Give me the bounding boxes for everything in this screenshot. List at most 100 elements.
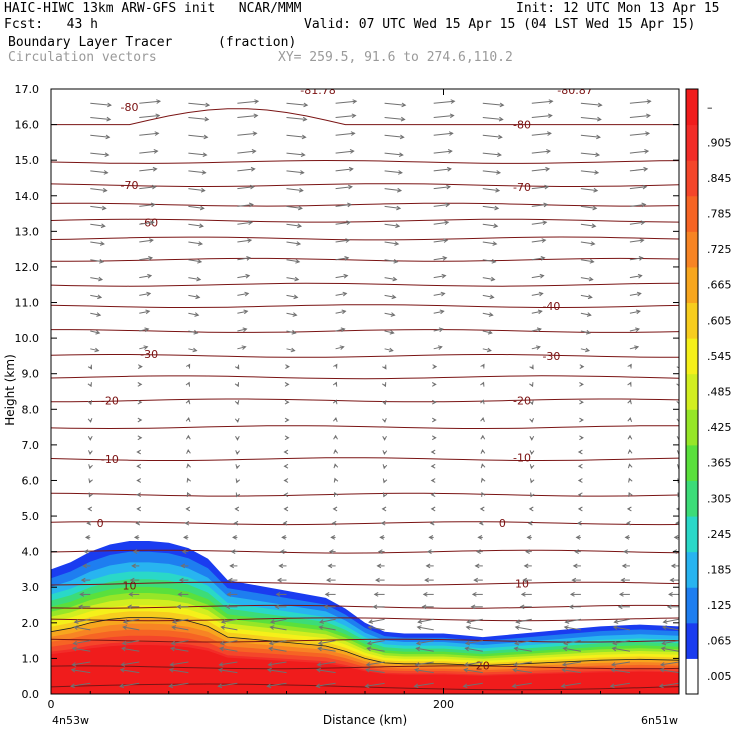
wind-vector: [83, 549, 91, 555]
wind-vector: [560, 682, 581, 689]
wind-vector: [335, 273, 349, 279]
wind-vector: [86, 520, 92, 526]
wind-vector: [188, 152, 208, 158]
y-tick-label: 5.0: [22, 510, 40, 523]
wind-vector: [84, 535, 91, 540]
wind-vector: [185, 416, 191, 422]
wind-vector: [529, 364, 534, 370]
wind-vector: [580, 347, 591, 353]
wind-vector: [676, 400, 679, 405]
wind-vector: [235, 435, 240, 441]
wind-vector: [285, 364, 290, 369]
wind-vector: [136, 492, 142, 498]
contour-label: 20: [476, 660, 490, 673]
colorbar-swatch: [686, 160, 698, 197]
wind-vector: [612, 625, 630, 631]
wind-vector: [365, 661, 385, 667]
wind-vector: [564, 618, 581, 624]
wind-vector: [139, 99, 162, 104]
wind-vector: [237, 309, 249, 315]
contour-line: [51, 329, 679, 333]
wind-vector: [477, 535, 483, 540]
wind-vector: [511, 682, 532, 689]
wind-vector: [237, 131, 258, 136]
wind-vector: [384, 223, 401, 229]
contour-label: 10: [123, 579, 137, 592]
wind-vector: [474, 563, 483, 569]
wind-vector: [433, 149, 453, 154]
wind-vector: [90, 116, 112, 122]
wind-vector: [580, 187, 599, 193]
wind-vector: [237, 99, 260, 104]
wind-vector: [327, 563, 336, 569]
y-tick-label: 15.0: [15, 154, 40, 167]
wind-vector: [139, 220, 155, 226]
contour-line: [51, 492, 679, 497]
wind-vector: [335, 113, 357, 119]
wind-vector: [562, 646, 581, 652]
wind-vector: [267, 661, 287, 667]
wind-vector: [131, 563, 140, 569]
wind-vector: [480, 434, 486, 440]
wind-vector: [232, 535, 238, 540]
wind-vector: [219, 646, 238, 652]
wind-vector: [230, 549, 238, 555]
wind-vector: [365, 667, 385, 674]
wind-vector: [120, 661, 140, 667]
wind-vector: [580, 134, 601, 140]
wind-vector: [88, 478, 93, 484]
wind-vector: [433, 220, 450, 226]
contour-line: [51, 398, 679, 403]
wind-vector: [168, 682, 189, 689]
wind-vector: [70, 667, 91, 674]
wind-vector: [531, 238, 547, 243]
wind-vector: [186, 448, 191, 454]
wind-vector: [480, 381, 485, 387]
wind-vector: [227, 577, 238, 583]
wind-vector: [180, 563, 189, 569]
wind-vector: [384, 116, 406, 122]
wind-vector: [384, 187, 403, 193]
colorbar-swatch: [686, 551, 698, 588]
wind-vector: [136, 463, 142, 469]
wind-vector: [529, 464, 535, 470]
wind-vector: [220, 625, 238, 631]
wind-vector: [133, 535, 140, 540]
colorbar-label: .785: [707, 208, 732, 221]
wind-vector: [87, 382, 92, 388]
wind-vector: [480, 477, 486, 483]
wind-vector: [627, 381, 632, 387]
wind-vector: [480, 363, 485, 369]
wind-vector: [531, 345, 541, 350]
wind-vector: [127, 604, 140, 610]
wind-vector: [384, 205, 402, 211]
wind-vector: [382, 435, 387, 441]
wind-vector: [136, 506, 142, 512]
wind-vector: [333, 448, 339, 454]
wind-vector: [318, 625, 336, 631]
header-line1-left: HAIC-HIWC 13km ARW-GFS init NCAR/MMM: [4, 1, 302, 16]
wind-vector: [119, 667, 140, 674]
wind-vector: [188, 329, 199, 335]
wind-vector: [531, 327, 542, 333]
wind-vector: [90, 312, 102, 317]
y-tick-label: 1.0: [22, 652, 40, 665]
wind-vector: [335, 309, 347, 315]
wind-vector: [234, 506, 240, 512]
contour-line: [51, 304, 679, 308]
wind-vector: [90, 134, 111, 140]
wind-vector: [629, 291, 642, 297]
wind-vector: [90, 347, 100, 353]
wind-vector: [433, 166, 452, 172]
x-axis-label: Distance (km): [323, 713, 407, 727]
wind-vector: [579, 417, 584, 423]
wind-vector: [119, 682, 140, 689]
wind-vector: [610, 661, 630, 667]
wind-vector: [315, 682, 336, 689]
wind-vector: [531, 309, 543, 315]
wind-vector: [433, 327, 444, 333]
wind-vector: [333, 463, 339, 469]
contour-label: -80: [121, 101, 139, 114]
wind-vector: [171, 618, 189, 624]
